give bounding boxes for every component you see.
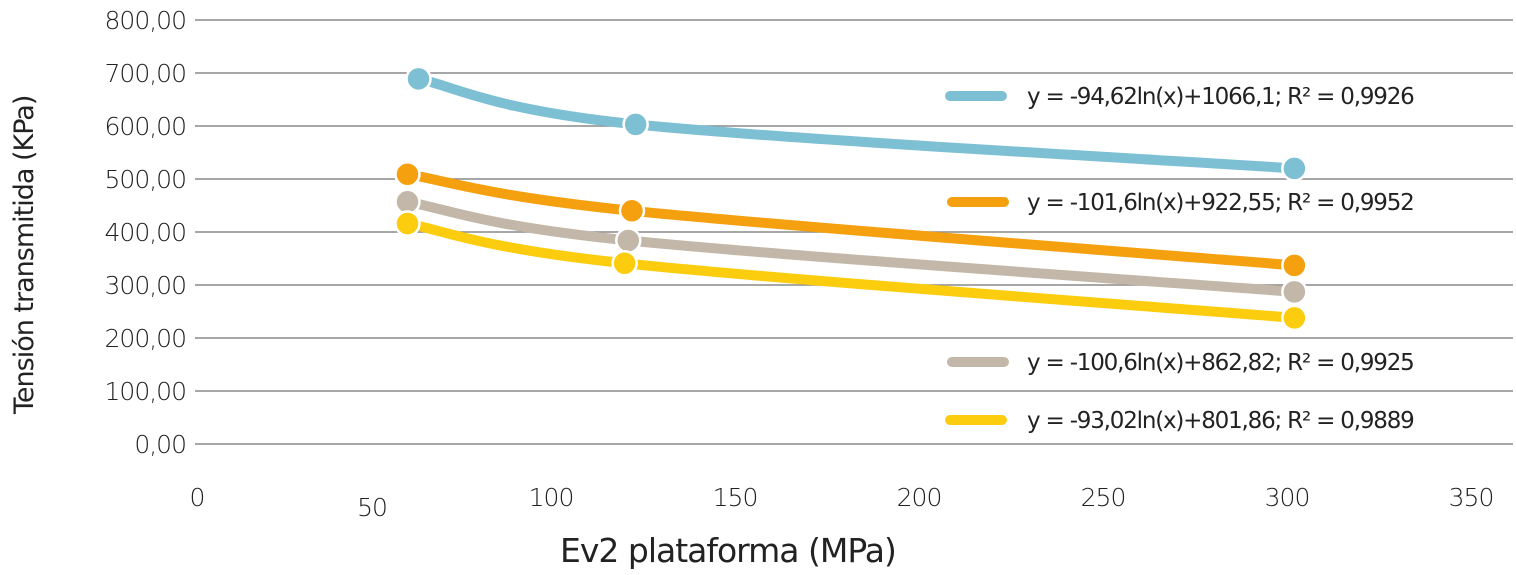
y-tick-label: 700,00 <box>105 59 186 88</box>
data-point <box>611 250 638 277</box>
data-point <box>1281 252 1308 279</box>
data-point <box>1281 278 1308 306</box>
y-tick-label: 100,00 <box>105 377 186 406</box>
legend-item: y = -93,02ln(x)+801,86; R² = 0,9889 <box>945 408 1415 434</box>
legend-item: y = -100,6ln(x)+862,82; R² = 0,9925 <box>947 350 1415 376</box>
series-4 <box>394 210 1308 332</box>
x-tick-label: 150 <box>713 483 758 512</box>
x-tick-label: 50 <box>357 493 387 522</box>
x-tick-label: 250 <box>1081 483 1126 512</box>
series-line <box>413 73 1300 174</box>
x-axis-title: Ev2 plataforma (MPa) <box>560 531 896 570</box>
data-point <box>622 111 649 138</box>
x-tick-label: 0 <box>190 483 205 512</box>
data-point <box>394 210 421 237</box>
data-point <box>1281 304 1308 332</box>
y-tick-label: 500,00 <box>105 165 186 194</box>
y-tick-label: 400,00 <box>105 218 186 247</box>
y-tick-label: 300,00 <box>105 271 186 300</box>
series-2 <box>394 160 1308 279</box>
y-tick-label: 200,00 <box>105 324 186 353</box>
series-line <box>402 169 1300 271</box>
series-1 <box>405 65 1308 182</box>
x-tick-label: 100 <box>529 483 574 512</box>
legend-label: y = -94,62ln(x)+1066,1; R² = 0,9926 <box>1027 84 1414 110</box>
series-layer <box>394 65 1308 332</box>
data-point <box>394 188 421 216</box>
legend-item: y = -101,6ln(x)+922,55; R² = 0,9952 <box>947 190 1415 216</box>
y-axis-title: Tensión transmitida (KPa) <box>9 96 40 415</box>
data-point <box>618 197 646 225</box>
legend-item: y = -94,62ln(x)+1066,1; R² = 0,9926 <box>945 84 1415 110</box>
data-point <box>405 65 432 93</box>
data-point <box>615 227 642 254</box>
data-point <box>1281 155 1308 182</box>
x-axis-ticks: 0 50 100 150 200 250 300 350 <box>190 483 1495 522</box>
series-line <box>402 218 1300 323</box>
legend-label: y = -93,02ln(x)+801,86; R² = 0,9889 <box>1027 408 1414 434</box>
y-tick-label: 600,00 <box>105 112 186 141</box>
y-axis-ticks: 0,00 100,00 200,00 300,00 400,00 500,00 600,00… <box>105 6 187 459</box>
series-3 <box>394 188 1308 306</box>
series-line <box>402 196 1300 297</box>
x-tick-label: 300 <box>1265 483 1310 512</box>
y-tick-label: 800,00 <box>105 6 186 35</box>
data-point <box>394 160 421 188</box>
x-tick-label: 200 <box>897 483 942 512</box>
x-tick-label: 350 <box>1449 483 1494 512</box>
legend-label: y = -101,6ln(x)+922,55; R² = 0,9952 <box>1027 190 1414 216</box>
y-tick-label: 0,00 <box>134 430 186 459</box>
legend-label: y = -100,6ln(x)+862,82; R² = 0,9925 <box>1027 350 1414 376</box>
legend: y = -94,62ln(x)+1066,1; R² = 0,9926 y = -… <box>945 84 1415 434</box>
